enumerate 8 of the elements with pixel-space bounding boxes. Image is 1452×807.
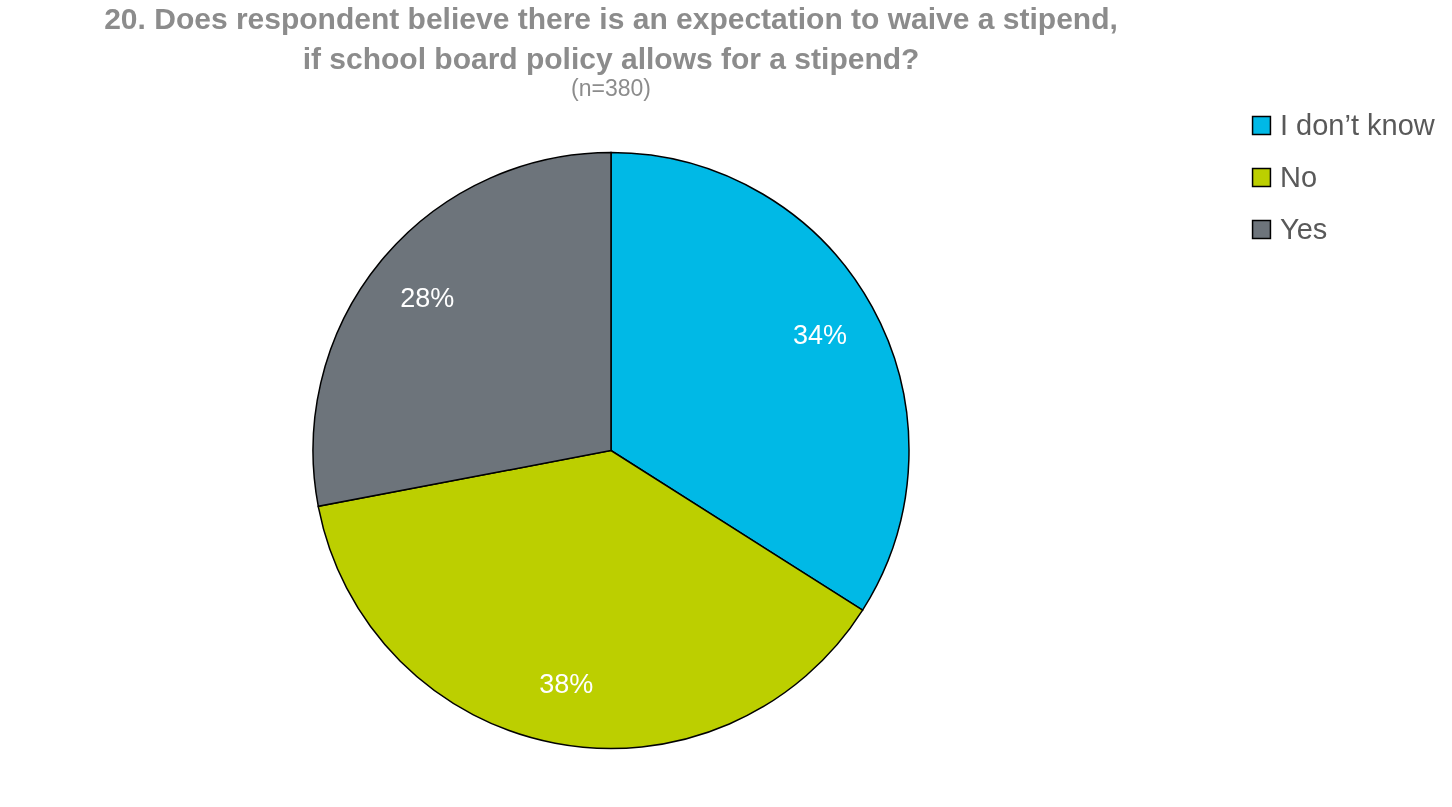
legend-label: I don’t know (1280, 108, 1436, 141)
data-label: 28% (400, 282, 455, 313)
data-label: 38% (539, 668, 594, 699)
legend-label: No (1280, 160, 1318, 193)
legend-label: Yes (1280, 212, 1328, 245)
data-label: 34% (792, 319, 847, 350)
chart-subtitle: (n=380) (571, 75, 651, 101)
chart-title: 20. Does respondent believe there is an expectation to waive a stipend, if school board policy allows for a stipend? (104, 2, 1118, 75)
